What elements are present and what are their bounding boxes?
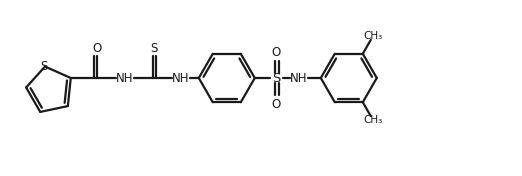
Text: NH: NH <box>116 71 134 84</box>
Text: CH₃: CH₃ <box>364 31 383 40</box>
Text: S: S <box>150 42 158 55</box>
Text: NH: NH <box>290 71 307 84</box>
Text: O: O <box>271 46 280 58</box>
Text: NH: NH <box>172 71 189 84</box>
Text: O: O <box>92 42 101 55</box>
Text: CH₃: CH₃ <box>364 115 383 125</box>
Text: S: S <box>272 71 281 84</box>
Text: O: O <box>271 98 280 111</box>
Text: S: S <box>40 60 48 73</box>
